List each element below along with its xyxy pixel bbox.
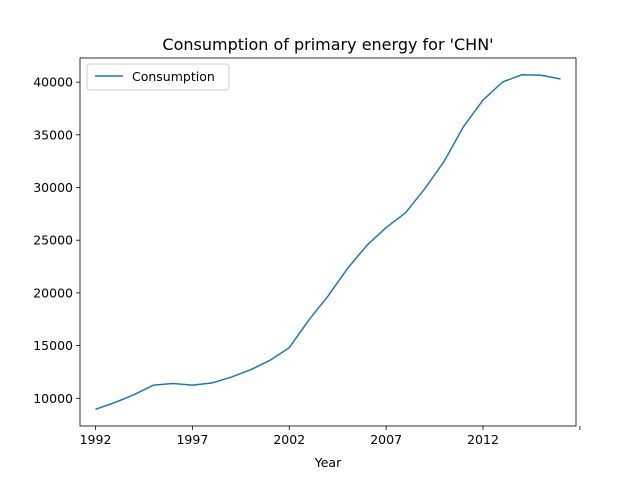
legend-label: Consumption	[132, 69, 215, 84]
y-tick-label: 35000	[33, 127, 73, 142]
chart-title: Consumption of primary energy for 'CHN'	[162, 35, 493, 54]
x-tick-label: 2012	[467, 432, 499, 447]
x-tick-label: 2002	[273, 432, 305, 447]
y-tick-label: 15000	[33, 338, 73, 353]
legend: Consumption	[86, 63, 230, 91]
series-line-0	[95, 74, 561, 411]
x-axis-label: Year	[314, 455, 342, 470]
y-tick-label: 10000	[33, 391, 73, 406]
y-tick-label: 40000	[33, 75, 73, 90]
x-tick-label: 1992	[80, 432, 112, 447]
axes-frame	[79, 57, 577, 427]
x-tick-label: 2007	[370, 432, 402, 447]
x-tick-label: 1997	[176, 432, 208, 447]
y-tick-label: 20000	[33, 285, 73, 300]
plot-area: 1992 1997 2002 2007 2012 10000 15000 20000 25000…	[33, 57, 581, 447]
y-tick-label: 30000	[33, 180, 73, 195]
y-tick-label: 25000	[33, 233, 73, 248]
legend-box	[86, 63, 230, 91]
